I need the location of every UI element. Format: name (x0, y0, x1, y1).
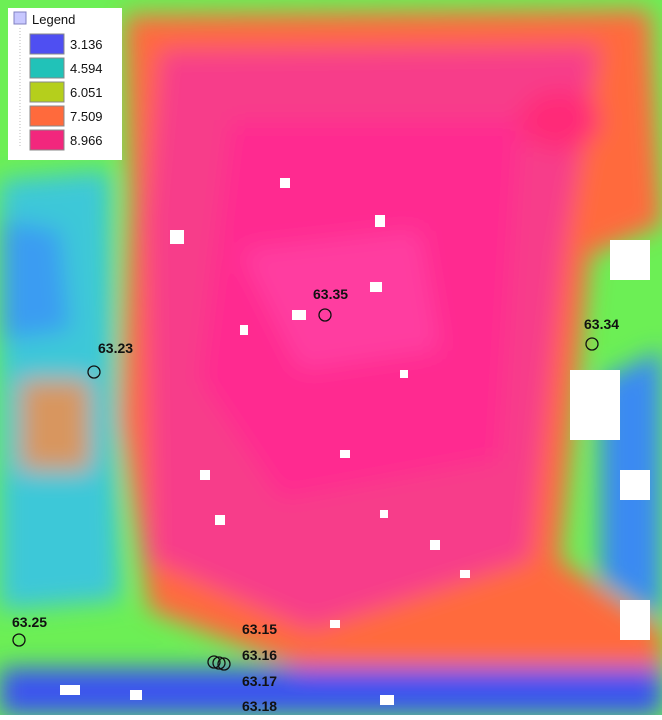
point-label: 63.17 (242, 673, 277, 689)
point-label: 63.18 (242, 698, 277, 714)
no-data (330, 620, 340, 628)
raster-zone (0, 220, 70, 340)
no-data (340, 450, 350, 458)
point-label: 63.23 (98, 340, 133, 356)
raster-zone (20, 380, 90, 470)
no-data (460, 570, 470, 578)
no-data (620, 600, 650, 640)
no-data (375, 215, 385, 227)
legend-icon (14, 12, 26, 24)
raster-zone (0, 668, 662, 715)
point-label: 63.25 (12, 614, 47, 630)
legend-label: 4.594 (70, 61, 103, 76)
no-data (280, 178, 290, 188)
no-data (215, 515, 225, 525)
legend-swatch (30, 130, 64, 150)
no-data (380, 695, 394, 705)
legend-swatch (30, 34, 64, 54)
no-data (240, 325, 248, 335)
legend-swatch (30, 106, 64, 126)
legend-label: 7.509 (70, 109, 103, 124)
no-data (400, 370, 408, 378)
legend-box (8, 8, 122, 160)
legend-label: 8.966 (70, 133, 103, 148)
no-data (430, 540, 440, 550)
legend-label: 3.136 (70, 37, 103, 52)
legend-title: Legend (32, 12, 75, 27)
no-data (130, 690, 142, 700)
no-data (170, 230, 184, 244)
legend: Legend (8, 8, 122, 160)
point-label: 63.15 (242, 621, 277, 637)
no-data (370, 282, 382, 292)
no-data (292, 310, 306, 320)
page: {"legend": {"title": "Legend", "items": … (0, 0, 662, 715)
no-data (620, 470, 650, 500)
point-label: 63.35 (313, 286, 348, 302)
no-data (380, 510, 388, 518)
raster-zone (520, 90, 600, 150)
no-data (200, 470, 210, 480)
no-data (60, 685, 80, 695)
legend-swatch (30, 58, 64, 78)
no-data (570, 370, 620, 440)
no-data (610, 240, 650, 280)
point-label: 63.34 (584, 316, 619, 332)
body: Legend 3.136 4.594 6.051 7.509 8.966 63.35 63… (0, 0, 662, 715)
legend-swatch (30, 82, 64, 102)
map: Legend 3.136 4.594 6.051 7.509 8.966 63.35 63… (0, 0, 662, 715)
legend-label: 6.051 (70, 85, 103, 100)
point-label: 63.16 (242, 647, 277, 663)
